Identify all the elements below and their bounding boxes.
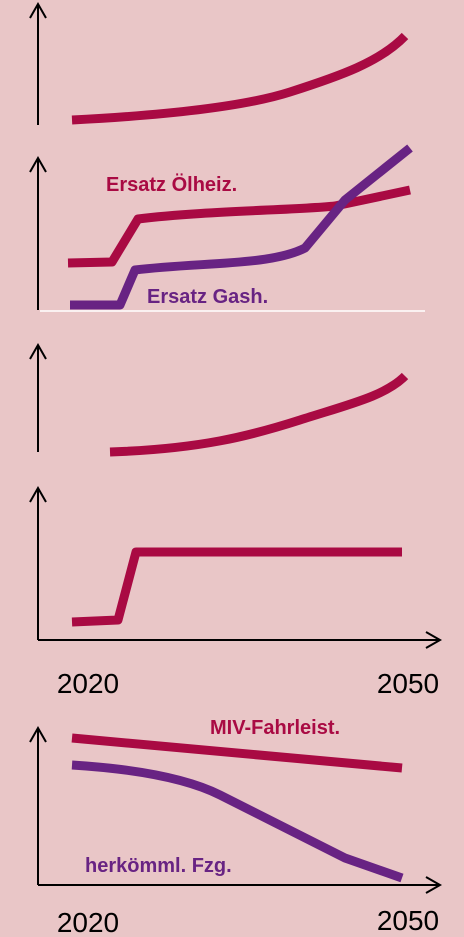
panel <box>29 342 409 457</box>
x-label: 2020 <box>57 907 119 937</box>
curve <box>67 185 411 268</box>
axes <box>29 725 443 894</box>
panel: 2020 2050 <box>29 485 443 699</box>
curve <box>70 144 413 310</box>
x-label: 2020 <box>57 668 119 699</box>
x-label: 2050 <box>377 905 439 936</box>
y-axis <box>29 1 47 125</box>
panel: MIV-Fahrleist. herkömml. Fzg. 2020 2050 <box>29 717 443 937</box>
curve <box>71 547 402 627</box>
curve <box>71 32 409 125</box>
x-label: 2050 <box>377 668 439 699</box>
label: Ersatz Ölheiz. <box>106 173 237 196</box>
panel: Ersatz Ölheiz. Ersatz Gash. <box>29 144 425 312</box>
y-axis <box>29 342 47 452</box>
panel <box>29 1 409 125</box>
label: Ersatz Gash. <box>147 286 268 308</box>
curve <box>71 760 404 883</box>
axes <box>29 485 443 649</box>
y-axis <box>29 155 47 310</box>
label: MIV-Fahrleist. <box>210 717 340 739</box>
label: herkömml. Fzg. <box>85 855 232 877</box>
curve <box>109 372 409 457</box>
curve <box>71 733 403 773</box>
